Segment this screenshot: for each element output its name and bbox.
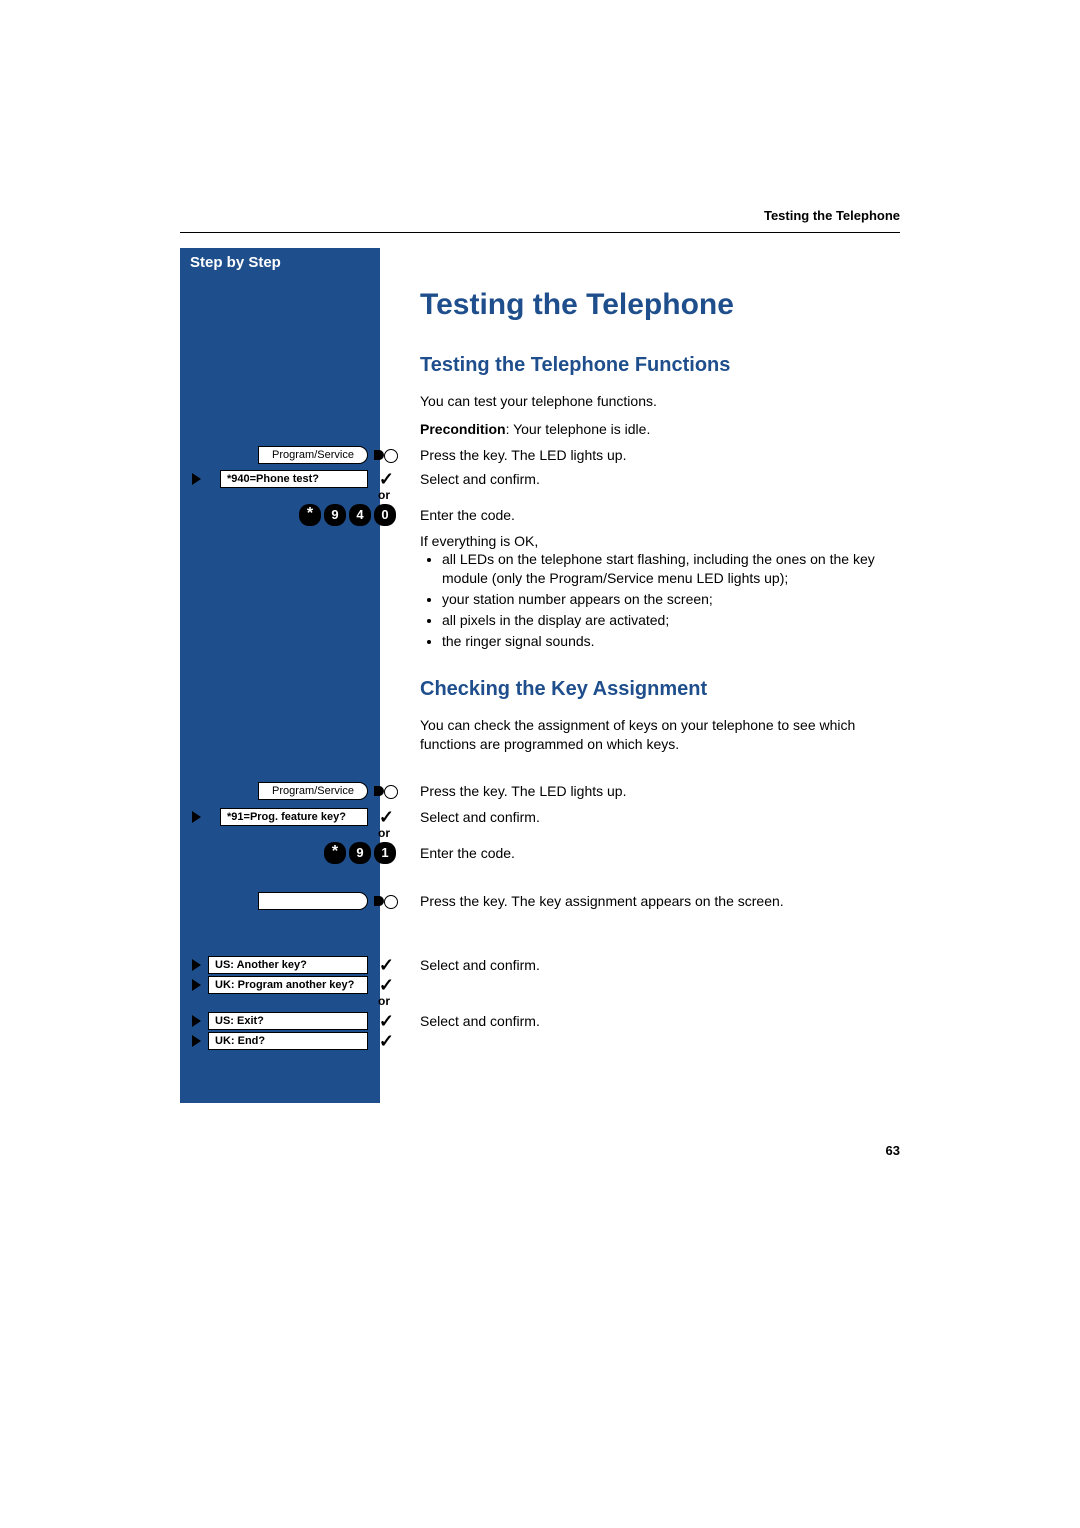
prog-feature-display: *91=Prog. feature key?	[220, 808, 368, 826]
bullet-1: all LEDs on the telephone start flashing…	[442, 550, 900, 588]
key-9b[interactable]: 9	[349, 842, 371, 864]
check-icon-4: ✓	[379, 976, 394, 994]
section2-select-confirm3: Select and confirm.	[420, 1012, 900, 1031]
sidebar-title: Step by Step	[180, 248, 380, 277]
code-buttons-2: * 9 1	[324, 842, 396, 864]
or-label-1: or	[378, 488, 390, 502]
code-buttons: * 9 4 0	[299, 504, 396, 526]
triangle-icon-5	[192, 1015, 201, 1027]
manual-page: Testing the Telephone Step by Step Testi…	[180, 208, 900, 1308]
section2-select-confirm2: Select and confirm.	[420, 956, 900, 975]
section1-enter-code: Enter the code.	[420, 506, 900, 525]
triangle-icon-6	[192, 1035, 201, 1047]
section1-intro: You can test your telephone functions.	[420, 392, 900, 411]
precondition-text: : Your telephone is idle.	[506, 421, 651, 437]
header-rule	[180, 232, 900, 233]
program-service-key[interactable]: Program/Service	[258, 446, 368, 464]
section2-enter-code: Enter the code.	[420, 844, 900, 863]
section2-title: Checking the Key Assignment	[420, 678, 707, 701]
step-by-step-sidebar: Step by Step	[180, 248, 380, 1103]
key-4[interactable]: 4	[349, 504, 371, 526]
section1-title: Testing the Telephone Functions	[420, 354, 730, 377]
blank-key[interactable]	[258, 892, 368, 910]
section1-result-intro: If everything is OK,	[420, 532, 900, 551]
section1-select-confirm: Select and confirm.	[420, 470, 900, 489]
section1-bullets: all LEDs on the telephone start flashing…	[420, 550, 900, 652]
section2-select-confirm: Select and confirm.	[420, 808, 900, 827]
section2-intro: You can check the assignment of keys on …	[420, 716, 900, 754]
check-icon-6: ✓	[379, 1032, 394, 1050]
check-icon-3: ✓	[379, 956, 394, 974]
or-label-2: or	[378, 826, 390, 840]
bullet-3: all pixels in the display are activated;	[442, 611, 900, 630]
triangle-icon-2	[192, 811, 201, 823]
triangle-icon	[192, 473, 201, 485]
uk-another-key-display: UK: Program another key?	[208, 976, 368, 994]
key-0[interactable]: 0	[374, 504, 396, 526]
key-9[interactable]: 9	[324, 504, 346, 526]
section2-press-key2: Press the key. The key assignment appear…	[420, 892, 900, 911]
bullet-4: the ringer signal sounds.	[442, 632, 900, 651]
check-icon-5: ✓	[379, 1012, 394, 1030]
key-star-2[interactable]: *	[324, 842, 346, 864]
page-title: Testing the Telephone	[420, 288, 734, 322]
section1-precondition: Precondition: Your telephone is idle.	[420, 420, 900, 439]
program-service-key-2[interactable]: Program/Service	[258, 782, 368, 800]
phone-test-display: *940=Phone test?	[220, 470, 368, 488]
check-icon-2: ✓	[379, 808, 394, 826]
key-star[interactable]: *	[299, 504, 321, 526]
section1-press-key: Press the key. The LED lights up.	[420, 446, 900, 465]
section2-press-key: Press the key. The LED lights up.	[420, 782, 900, 801]
bullet-2: your station number appears on the scree…	[442, 590, 900, 609]
precondition-label: Precondition	[420, 421, 506, 437]
key-1[interactable]: 1	[374, 842, 396, 864]
running-header: Testing the Telephone	[764, 208, 900, 223]
uk-end-display: UK: End?	[208, 1032, 368, 1050]
check-icon: ✓	[379, 470, 394, 488]
or-label-3: or	[378, 994, 390, 1008]
led-icon-3	[374, 892, 396, 910]
triangle-icon-4	[192, 979, 201, 991]
led-icon	[374, 446, 396, 464]
led-icon-2	[374, 782, 396, 800]
us-exit-display: US: Exit?	[208, 1012, 368, 1030]
triangle-icon-3	[192, 959, 201, 971]
us-another-key-display: US: Another key?	[208, 956, 368, 974]
